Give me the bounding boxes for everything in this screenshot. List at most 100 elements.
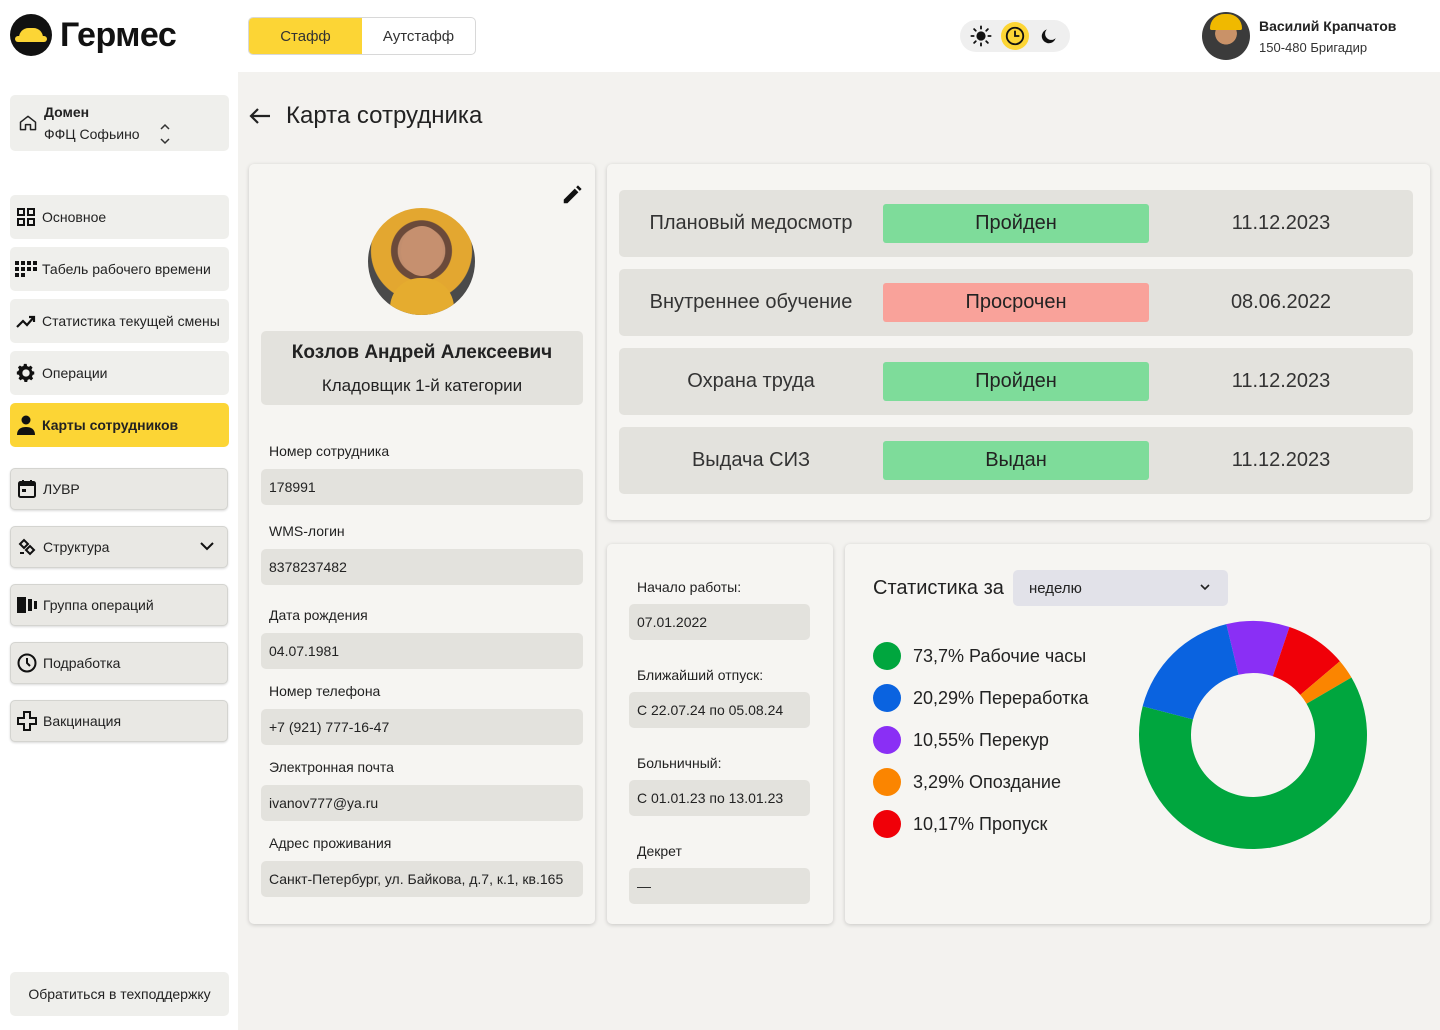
sidebar-item-operation-group[interactable]: Группа операций [10,584,228,626]
donut-slice-1 [1139,677,1367,849]
birth-date-field[interactable]: 04.07.1981 [261,633,583,669]
employee-name-box: Козлов Андрей Алексеевич Кладовщик 1-й к… [261,331,583,405]
user-name: Василий Крапчатов [1259,17,1397,34]
legend-text: 10,17% Пропуск [913,813,1048,834]
moon-icon[interactable] [1035,22,1063,50]
legend-dot [873,810,901,838]
field-label: Номер сотрудника [269,443,390,459]
dots-grid-icon [15,258,37,280]
compliance-date: 08.06.2022 [1230,291,1332,313]
email-field[interactable]: ivanov777@ya.ru [261,785,583,821]
period-select[interactable]: неделю [1013,570,1228,606]
work-dates-card: Начало работы: 07.01.2022 Ближайший отпу… [607,544,833,924]
status-badge: Пройден [883,362,1149,401]
compliance-title: Внутреннее обучение [649,291,853,313]
field-label: Дата рождения [269,607,368,623]
vacation-field[interactable]: С 22.07.24 по 05.08.24 [629,692,810,728]
sidebar-item-timesheet[interactable]: Табель рабочего времени [10,247,229,291]
grid-icon [15,206,37,228]
brand-logo[interactable]: Гермес [10,14,177,56]
chevron-down-icon [1200,584,1210,591]
field-label: Адрес проживания [269,835,392,851]
date-label: Декрет [637,843,682,859]
sidebar-item-label: Вакцинация [43,713,122,729]
address-field[interactable]: Санкт-Петербург, ул. Байкова, д.7, к.1, … [261,861,583,897]
date-label: Больничный: [637,755,722,771]
wms-login-field[interactable]: 8378237482 [261,549,583,585]
legend-text: 20,29% Переработка [913,687,1089,708]
statistics-card: Статистика за неделю 73,7% Рабочие часы … [845,544,1430,924]
sidebar-item-operations[interactable]: Операции [10,351,229,395]
avatar [1202,12,1250,60]
edit-pencil-icon[interactable] [561,184,583,206]
compliance-date: 11.12.2023 [1231,212,1331,234]
field-label: Номер телефона [269,683,381,699]
sidebar-item-luvr[interactable]: ЛУВР [10,468,228,510]
date-label: Ближайший отпуск: [637,667,764,683]
sick-leave-field[interactable]: С 01.01.23 по 13.01.23 [629,780,810,816]
trending-up-icon [15,310,37,332]
domain-selector[interactable]: Домен ФФЦ Софьино [10,95,229,151]
chevron-down-icon[interactable] [199,538,215,557]
date-label: Начало работы: [637,579,742,595]
clock-icon [16,652,38,674]
donut-slice-5 [1272,626,1340,695]
support-button[interactable]: Обратиться в техподдержку [10,972,229,1016]
sidebar-item-label: Группа операций [43,597,154,613]
brand-name: Гермес [60,15,177,54]
sidebar-item-shift-stats[interactable]: Статистика текущей смены [10,299,229,343]
calendar-icon [16,478,38,500]
compliance-row: Выдача СИЗ Выдан 11.12.2023 [619,427,1413,494]
legend-item: 73,7% Рабочие часы [873,642,1086,670]
status-badge: Выдан [883,441,1149,480]
tab-staff[interactable]: Стафф [249,18,362,54]
work-start-field[interactable]: 07.01.2022 [629,604,810,640]
compliance-date: 11.12.2023 [1231,449,1331,471]
compliance-row: Плановый медосмотр Пройден 11.12.2023 [619,190,1413,257]
domain-label: Домен [44,104,90,120]
legend-dot [873,684,901,712]
legend-text: 10,55% Перекур [913,729,1049,750]
structure-icon [16,536,38,558]
compliance-card: Плановый медосмотр Пройден 11.12.2023 Вн… [607,164,1430,520]
legend-item: 3,29% Опоздание [873,768,1061,796]
sidebar-item-label: Структура [43,539,110,555]
compliance-date: 11.12.2023 [1231,370,1331,392]
employee-position: Кладовщик 1-й категории [321,376,523,395]
legend-dot [873,726,901,754]
employee-number-field[interactable]: 178991 [261,469,583,505]
page-title: Карта сотрудника [286,102,483,129]
sun-icon[interactable] [967,22,995,50]
group-icon [16,594,38,616]
clock-icon[interactable] [1001,22,1029,50]
maternity-leave-field[interactable]: — [629,868,810,904]
sidebar-item-label: Табель рабочего времени [42,261,211,277]
back-arrow-icon[interactable] [248,106,272,126]
status-badge: Пройден [883,204,1149,243]
status-badge: Просрочен [883,283,1149,322]
legend-dot [873,642,901,670]
sidebar-item-employee-cards[interactable]: Карты сотрудников [10,403,229,447]
tab-outstaff[interactable]: Аутстафф [382,27,455,45]
legend-item: 10,17% Пропуск [873,810,1047,838]
staff-segmented-control: Стафф Аутстафф [248,17,476,55]
donut-slice-3 [1226,621,1290,677]
sidebar-item-label: Статистика текущей смены [42,313,220,329]
sidebar-item-structure[interactable]: Структура [10,526,228,568]
sidebar-item-label: Карты сотрудников [42,417,179,433]
phone-field[interactable]: +7 (921) 777-16-47 [261,709,583,745]
sidebar-item-main[interactable]: Основное [10,195,229,239]
compliance-title: Охрана труда [687,370,815,392]
employee-profile-card: Козлов Андрей Алексеевич Кладовщик 1-й к… [249,164,595,924]
legend-dot [873,768,901,796]
user-profile[interactable]: Василий Крапчатов 150-480 Бригадир [1202,12,1396,60]
sidebar-item-side-job[interactable]: Подработка [10,642,228,684]
user-role: 150-480 Бригадир [1259,39,1368,55]
sidebar-item-vaccination[interactable]: Вакцинация [10,700,228,742]
page-header: Карта сотрудника [248,102,482,130]
legend-item: 20,29% Переработка [873,684,1089,712]
legend-text: 3,29% Опоздание [913,771,1061,792]
compliance-title: Плановый медосмотр [649,212,853,234]
logo-icon [10,14,52,56]
gear-icon [15,362,37,384]
